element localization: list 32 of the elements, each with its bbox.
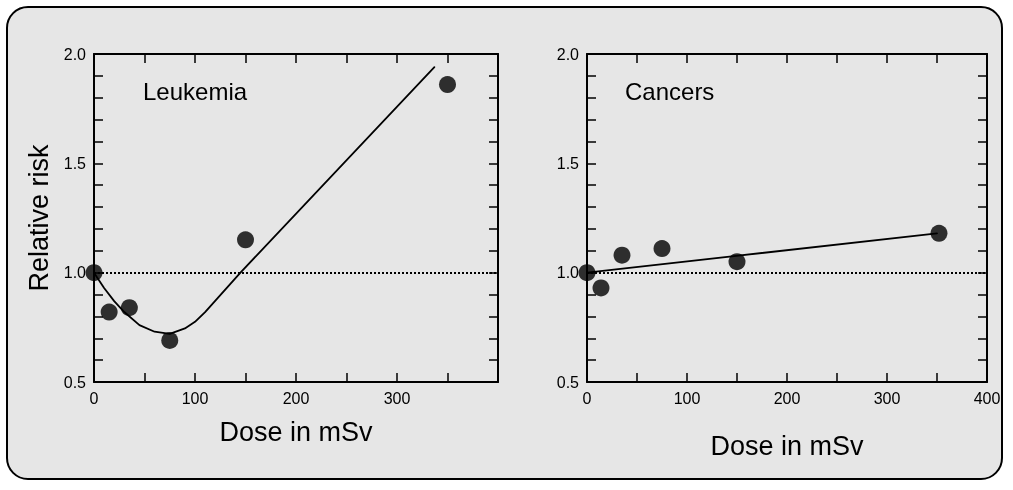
point (930, 224, 948, 242)
x-tick-label: 100 (673, 389, 701, 407)
point (161, 331, 179, 349)
y-tick-label: 0.5 (556, 373, 580, 391)
x-axis-title: Dose in mSv (219, 416, 374, 447)
x-axis-title: Dose in mSv (710, 430, 865, 461)
point (613, 246, 631, 264)
y-axis-title: Relative risk (24, 143, 55, 292)
y-tick-label: 1.5 (63, 154, 87, 172)
y-tick-label: 0.5 (63, 373, 87, 391)
point (100, 303, 118, 321)
point (439, 76, 456, 94)
point (728, 253, 746, 271)
x-tick-label: 400 (973, 389, 1001, 407)
y-tick-label: 1.5 (556, 154, 580, 172)
x-tick-label: 0 (89, 389, 99, 407)
x-tick-label: 200 (773, 389, 801, 407)
y-tick-label: 2.0 (556, 45, 580, 63)
point (237, 231, 254, 249)
point (653, 240, 671, 258)
x-tick-label: 300 (873, 389, 901, 407)
y-tick-label: 1.0 (63, 264, 87, 282)
text: Leukemia (143, 77, 248, 105)
point (592, 279, 610, 297)
x-tick-label: 100 (181, 389, 209, 407)
x-tick-label: 200 (282, 389, 310, 407)
point (120, 299, 138, 317)
y-tick-label: 2.0 (63, 45, 87, 63)
text: Cancers (625, 77, 715, 105)
x-tick-label: 300 (383, 389, 411, 407)
y-tick-label: 1.0 (556, 264, 580, 282)
x-tick-label: 0 (582, 389, 592, 407)
